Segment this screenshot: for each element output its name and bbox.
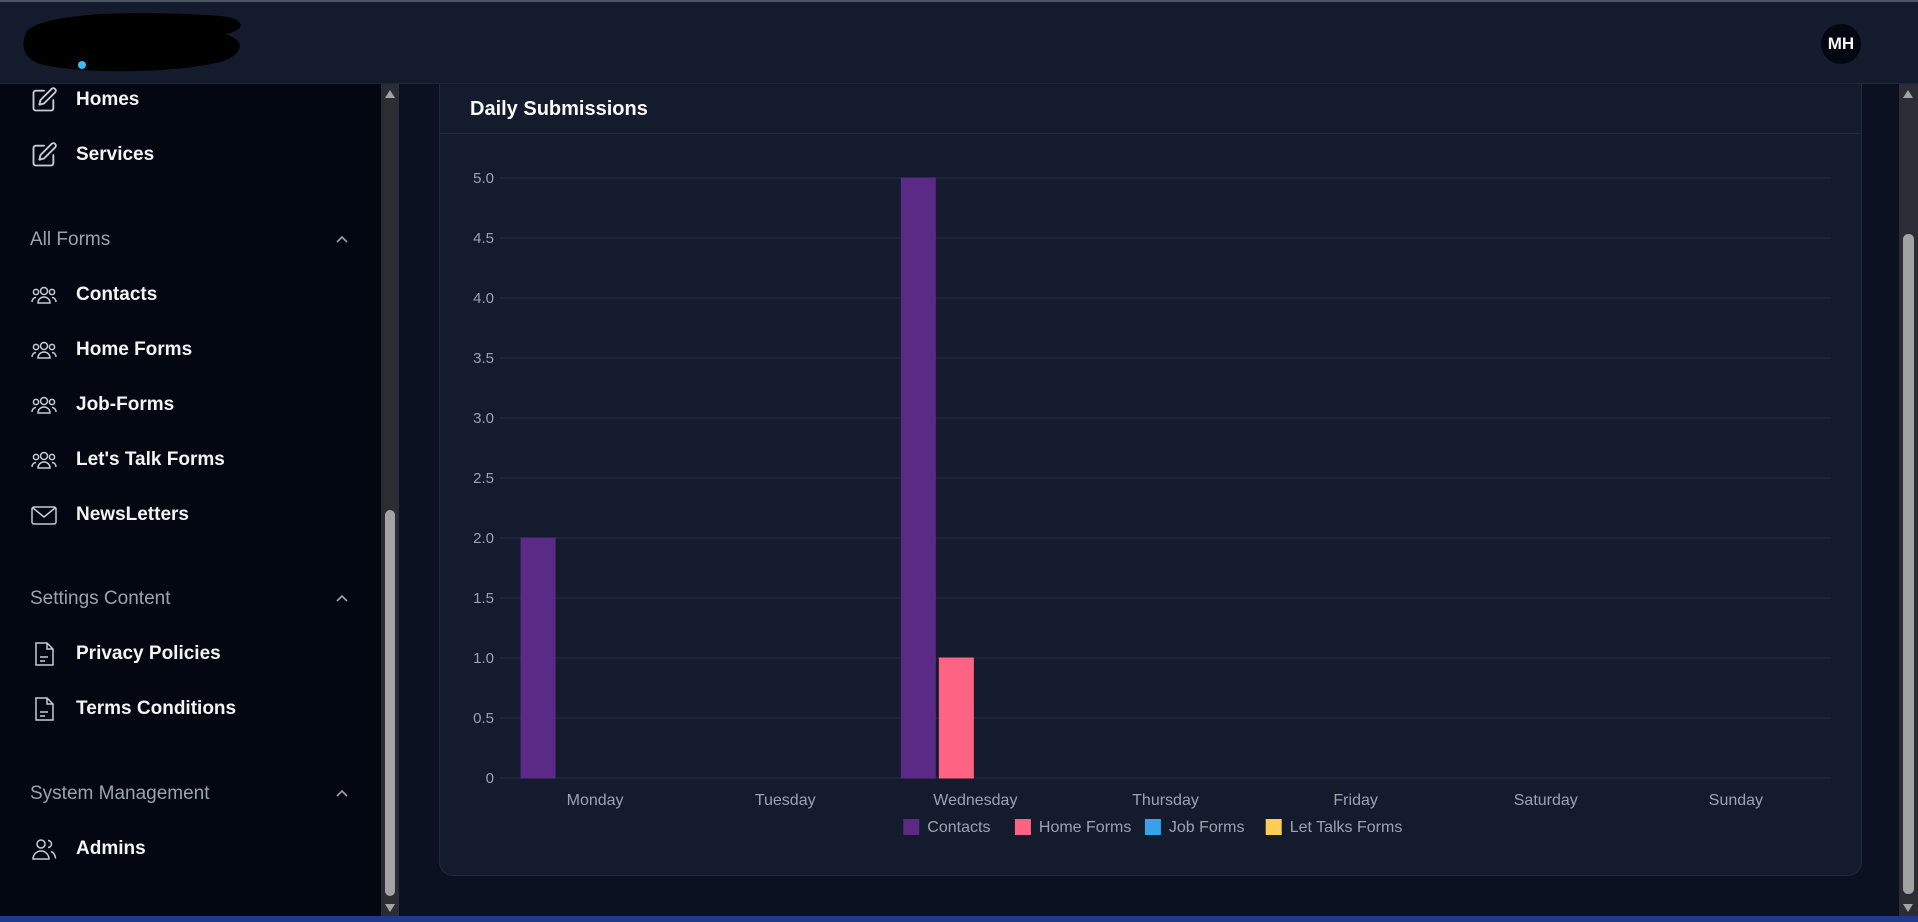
sidebar-item-label: NewsLetters — [76, 504, 189, 525]
sidebar-item-privacy-policies[interactable]: Privacy Policies — [30, 637, 221, 671]
x-tick-label: Saturday — [1514, 792, 1578, 809]
legend-swatch — [1144, 819, 1161, 835]
bar — [938, 657, 974, 779]
section-title-label: System Management — [30, 783, 210, 804]
sidebar-item-label: Services — [76, 144, 155, 165]
bar — [900, 177, 936, 779]
y-tick-label: 1.0 — [473, 650, 494, 667]
users-icon — [31, 396, 57, 414]
sidebar-scroll-thumb[interactable] — [385, 510, 395, 896]
sidebar-item-label: Homes — [76, 89, 140, 110]
users-icon — [31, 451, 57, 469]
sidebar-item-label: Admins — [76, 838, 146, 859]
x-tick-label: Wednesday — [933, 792, 1017, 809]
sidebar-item-label: Terms Conditions — [76, 698, 237, 719]
section-settings-content[interactable]: Settings Content — [30, 584, 350, 614]
top-bar: MH — [0, 0, 1918, 84]
logo-redacted — [23, 12, 241, 72]
taskbar-strip — [0, 916, 1918, 922]
sidebar-item-services[interactable]: Services — [30, 138, 154, 172]
edit-icon — [32, 87, 57, 112]
y-tick-label: 3.5 — [473, 350, 494, 367]
bar — [520, 537, 556, 779]
users-icon — [32, 839, 57, 860]
sidebar-item-label: Let's Talk Forms — [76, 449, 225, 470]
y-tick-label: 0 — [486, 770, 494, 787]
y-tick-label: 1.5 — [473, 590, 494, 607]
legend-label: Let Talks Forms — [1290, 819, 1403, 836]
legend-label: Job Forms — [1169, 819, 1245, 836]
x-tick-label: Friday — [1333, 792, 1377, 809]
sidebar-item-label: Job-Forms — [76, 394, 175, 415]
scroll-up-arrow-icon[interactable] — [385, 90, 395, 98]
chevron-up-icon[interactable] — [334, 591, 350, 607]
legend-swatch — [903, 819, 920, 835]
y-tick-label: 0.5 — [473, 710, 494, 727]
file-icon — [35, 697, 54, 721]
card-header: Daily Submissions — [440, 84, 1861, 134]
sidebar-item-label: Home Forms — [76, 339, 193, 360]
sidebar-item-terms-conditions[interactable]: Terms Conditions — [30, 692, 236, 726]
edit-icon — [32, 142, 57, 167]
x-tick-label: Sunday — [1709, 792, 1763, 809]
sidebar-item-homes[interactable]: Homes — [30, 83, 139, 117]
sidebar: Homes Services All Forms Contacts Home F… — [0, 84, 381, 916]
y-tick-label: 2.0 — [473, 530, 494, 547]
y-tick-label: 4.5 — [473, 230, 494, 247]
legend-swatch — [1014, 819, 1031, 835]
section-title-label: All Forms — [30, 229, 111, 250]
chevron-up-icon[interactable] — [334, 786, 350, 802]
users-icon — [31, 286, 57, 304]
chevron-up-icon[interactable] — [334, 232, 350, 248]
sidebar-item-newsletters[interactable]: NewsLetters — [30, 498, 189, 532]
sidebar-item-admins[interactable]: Admins — [30, 832, 146, 866]
avatar[interactable]: MH — [1821, 24, 1861, 64]
legend-label: Home Forms — [1039, 819, 1131, 836]
scroll-down-arrow-icon[interactable] — [1903, 904, 1913, 912]
sidebar-item-label: Privacy Policies — [76, 643, 221, 664]
sidebar-item-lets-talk-forms[interactable]: Let's Talk Forms — [30, 443, 225, 477]
x-tick-label: Tuesday — [755, 792, 816, 809]
scroll-up-arrow-icon[interactable] — [1903, 90, 1913, 98]
daily-submissions-chart: 0 0.5 1.0 1.5 2.0 2.5 3.0 3.5 4.0 4.5 5.0 Monday Tue… — [473, 170, 1831, 836]
y-tick-label: 2.5 — [473, 470, 494, 487]
x-tick-label: Thursday — [1132, 792, 1199, 809]
page-scroll-thumb[interactable] — [1903, 234, 1914, 894]
page-scrollbar[interactable] — [1899, 84, 1918, 916]
x-tick-label: Monday — [567, 792, 624, 809]
section-title-label: Settings Content — [30, 588, 171, 609]
y-tick-label: 4.0 — [473, 290, 494, 307]
mail-icon — [31, 506, 57, 525]
legend-label: Contacts — [927, 819, 990, 836]
sidebar-item-contacts[interactable]: Contacts — [30, 278, 157, 312]
sidebar-item-label: Contacts — [76, 284, 158, 305]
card-title: Daily Submissions — [470, 97, 648, 120]
sidebar-item-home-forms[interactable]: Home Forms — [30, 333, 192, 367]
daily-submissions-card: Daily Submissions 0 0.5 1.0 1.5 2.0 2.5 3.0 3.5… — [439, 84, 1862, 876]
section-system-management[interactable]: System Management — [30, 779, 350, 809]
y-tick-label: 3.0 — [473, 410, 494, 427]
sidebar-item-job-forms[interactable]: Job-Forms — [30, 388, 174, 422]
users-icon — [31, 341, 57, 359]
scroll-down-arrow-icon[interactable] — [385, 904, 395, 912]
sidebar-scrollbar[interactable] — [381, 84, 399, 916]
legend-swatch — [1265, 819, 1282, 835]
file-icon — [35, 642, 54, 666]
section-all-forms[interactable]: All Forms — [30, 225, 350, 255]
y-tick-label: 5.0 — [473, 170, 494, 187]
